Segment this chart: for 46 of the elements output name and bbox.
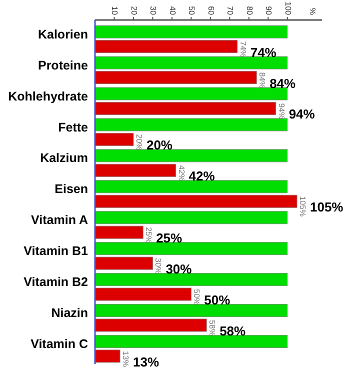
x2-tick-label: 60: [206, 6, 216, 16]
data-label: 74%: [238, 41, 248, 58]
x2-tick-label: 20: [129, 6, 138, 16]
text: 94%: [288, 106, 315, 122]
y-tick-label: Fette: [58, 120, 88, 134]
y-tick-label: Kalzium: [40, 151, 88, 166]
text: 58%: [220, 323, 246, 338]
x2-tick-label: 90: [264, 6, 274, 16]
y-tick-label: Proteine: [38, 58, 88, 72]
text: 50%: [204, 292, 230, 308]
y-tick-label: Eisen: [54, 182, 88, 196]
y-tick-label: Vitamin A: [31, 213, 88, 228]
y-tick-label: Kohlehydrate: [8, 89, 88, 104]
bar: [94, 180, 288, 194]
data-label: 30%: [154, 258, 163, 274]
text: 74%: [250, 44, 276, 60]
y-tick-label: Kalorien: [38, 27, 88, 42]
text: 105%: [310, 200, 344, 215]
data-label: 13%: [121, 350, 130, 367]
data-label: 58%: [208, 320, 217, 336]
x2-tick-label: 80: [244, 6, 254, 16]
text: 13%: [133, 354, 160, 370]
y-tick-label: Vitamin B2: [24, 275, 88, 290]
x2-tick-label: 40: [168, 6, 177, 16]
y-tick-label: Vitamin B1: [24, 244, 88, 258]
text: 20%: [146, 138, 173, 153]
data-label: 50%: [192, 289, 202, 306]
text: 30%: [166, 262, 192, 277]
data-label: 25%: [144, 227, 154, 244]
data-label: 84%: [258, 72, 267, 88]
x2-tick-label: 70: [226, 6, 235, 16]
x2-tick-label: 30: [148, 6, 158, 16]
text: 42%: [188, 168, 215, 184]
text: 25%: [156, 230, 182, 246]
y-tick-label: Niazin: [51, 306, 88, 320]
x2-axis-title: %: [308, 8, 317, 15]
data-label: 94%: [276, 103, 286, 120]
y-tick-label: Vitamin C: [30, 337, 88, 352]
data-label: 20%: [134, 134, 144, 150]
x2-tick-label: 100: [283, 2, 292, 16]
data-label: 105%: [298, 196, 307, 217]
x2-tick-label: 50: [187, 6, 196, 16]
text: 84%: [270, 76, 296, 91]
data-label: 42%: [176, 165, 186, 182]
bar: [94, 194, 298, 208]
x2-tick-label: 10: [110, 6, 120, 16]
